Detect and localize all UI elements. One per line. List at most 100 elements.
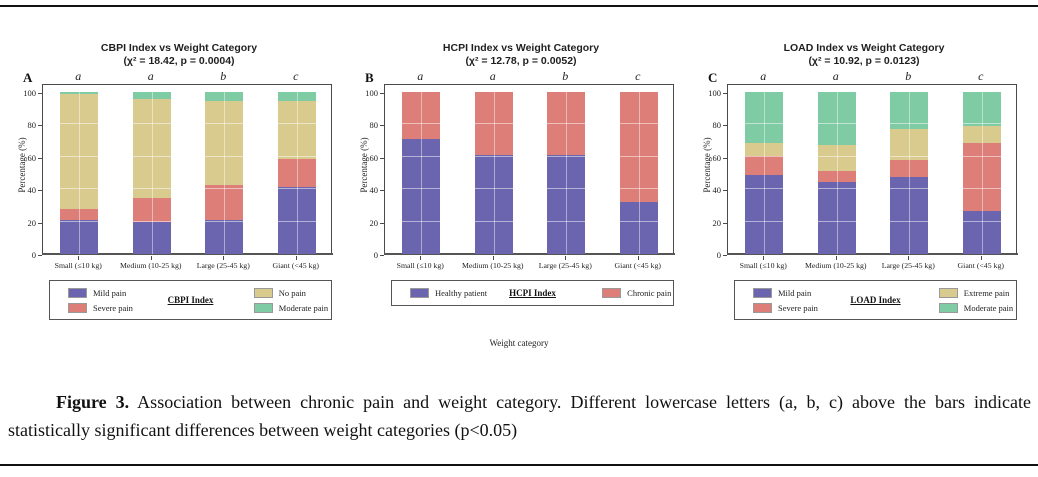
y-tick-label: 60: [369, 152, 379, 163]
y-tick-mark: [38, 222, 42, 224]
legend-right-column: Extreme pain Moderate pain: [938, 287, 1016, 313]
x-tick-mark: [78, 256, 80, 260]
legend-entry: Severe pain: [753, 302, 824, 313]
legend-entry: Mild pain: [68, 287, 139, 298]
gridline: [385, 188, 673, 190]
hcpi-chart-panel: HCPI Index vs Weight Category (χ² = 12.78…: [351, 42, 687, 324]
bar-segment-mild-pain: [277, 186, 316, 254]
y-tick-label: 20: [369, 217, 379, 228]
panel-letter: B: [365, 70, 374, 85]
chart-title: HCPI Index vs Weight Category: [442, 42, 600, 54]
y-tick-mark: [38, 93, 42, 94]
legend-swatch-severe-pain: [68, 302, 87, 313]
legend-box: Mild pain Severe pain Extreme pain Moderate…: [734, 280, 1017, 320]
bottom-horizontal-rule: [0, 464, 1038, 466]
chart-subtitle: (χ² = 10.92, p = 0.0123): [808, 55, 920, 67]
bar: [60, 92, 99, 254]
x-tick-label: Giant (<45 kg): [957, 261, 1004, 270]
bar: [402, 92, 441, 254]
bar-segment-chronic-pain: [619, 92, 658, 203]
y-tick-mark: [723, 93, 727, 94]
significance-letter: a: [832, 69, 839, 83]
gridline: [909, 85, 911, 254]
bar-segment-extreme-pain: [817, 145, 856, 171]
y-tick-mark: [380, 222, 384, 224]
x-tick-mark: [150, 256, 152, 260]
significance-letter: a: [75, 69, 82, 83]
legend-right-column: Chronic pain: [602, 288, 673, 298]
bar-segment-no-pain: [132, 99, 171, 199]
y-tick-label: 60: [712, 152, 722, 163]
x-tick-label: Large (25-45 kg): [538, 261, 592, 270]
gridline: [43, 155, 331, 157]
x-tick-mark: [763, 256, 765, 260]
significance-letter: a: [417, 69, 424, 83]
bar-segment-mild-pain: [962, 211, 1001, 254]
y-tick-mark: [380, 255, 384, 256]
y-tick-mark: [380, 93, 384, 94]
x-tick-mark: [835, 256, 837, 260]
legend-inner: Mild pain Severe pain Extreme pain Moderate…: [735, 285, 1016, 315]
gridline: [728, 91, 1016, 92]
bar-segment-moderate-pain: [890, 92, 929, 130]
significance-letter: c: [978, 69, 984, 83]
legend-swatch-mild-pain: [68, 287, 87, 298]
legend-label: Chronic pain: [627, 288, 672, 298]
legend-swatch-severe-pain: [753, 302, 772, 313]
figure-caption-text: Association between chronic pain and wei…: [8, 392, 1031, 440]
y-tick-mark: [38, 255, 42, 256]
legend-swatch-no-pain: [253, 287, 273, 298]
top-horizontal-rule: [0, 5, 1038, 7]
gridline: [493, 85, 495, 254]
y-tick-label: 20: [27, 217, 37, 228]
legend-swatch-extreme-pain: [938, 287, 958, 298]
bar-segment-extreme-pain: [962, 126, 1001, 144]
plot-area: [384, 84, 675, 255]
x-axis-line: [384, 253, 675, 255]
x-tick-label: Medium (10-25 kg): [462, 261, 524, 270]
gridline: [43, 188, 331, 190]
bar-segment-chronic-pain: [402, 92, 441, 139]
gridline: [385, 91, 673, 92]
shared-x-axis-label: Weight category: [489, 338, 549, 348]
y-tick-mark: [380, 190, 384, 192]
gridline: [728, 155, 1016, 157]
figure-caption: Figure 3. Association between chronic pa…: [8, 388, 1031, 444]
gridline: [43, 91, 331, 92]
x-tick-mark: [223, 256, 225, 260]
y-tick-label: 100: [365, 88, 378, 98]
x-tick-label: Giant (<45 kg): [614, 261, 661, 270]
y-axis-label: Percentage (%): [702, 137, 712, 193]
y-axis-label: Percentage (%): [359, 137, 369, 193]
load-chart-panel: LOAD Index vs Weight Category (χ² = 10.92…: [694, 42, 1030, 324]
bar: [890, 92, 929, 254]
legend-title: LOAD Index: [850, 295, 901, 305]
bar-segment-mild-pain: [205, 219, 244, 254]
chart-title: LOAD Index vs Weight Category: [783, 42, 945, 54]
legend-entry: Moderate pain: [253, 302, 331, 313]
y-tick-label: 20: [712, 217, 722, 228]
legend-entry: Healthy patient: [410, 288, 487, 298]
bar-segment-severe-pain: [205, 185, 244, 220]
significance-letter: a: [489, 69, 496, 83]
gridline: [224, 85, 226, 254]
legend-inner: Mild pain Severe pain No pain Moderate pain: [50, 285, 331, 315]
legend-swatch-moderate-pain: [938, 302, 958, 313]
legend-entry: Extreme pain: [938, 287, 1016, 298]
y-tick-mark: [38, 157, 42, 159]
y-axis-label: Percentage (%): [17, 137, 27, 193]
significance-letter: a: [147, 69, 154, 83]
legend-label: Mild pain: [778, 287, 812, 298]
y-tick-label: 80: [27, 120, 37, 131]
bar: [745, 92, 784, 254]
bar-segment-moderate-pain: [962, 92, 1001, 127]
bar-segment-severe-pain: [962, 143, 1001, 212]
y-tick-label: 0: [31, 250, 36, 260]
bar-segment-mild-pain: [890, 177, 929, 254]
legend-left-column: Mild pain Severe pain: [68, 287, 139, 313]
y-tick-label: 40: [712, 185, 722, 196]
legend-swatch-moderate-pain: [253, 302, 273, 313]
legend-swatch-mild-pain: [753, 287, 772, 298]
gridline: [728, 123, 1016, 125]
